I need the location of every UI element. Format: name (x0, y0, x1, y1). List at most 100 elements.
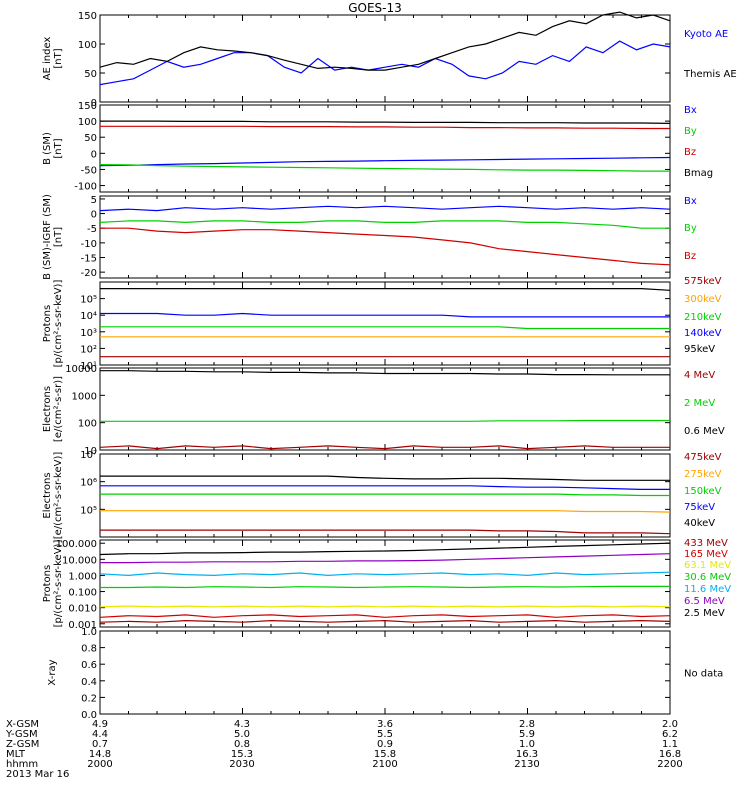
footer-label-z-gsm: Z-GSM (6, 739, 39, 750)
legend-protons2-2.5-mev: 2.5 MeV (684, 608, 725, 619)
legend-ae-themis-ae: Themis AE (683, 69, 737, 80)
ytick-label-ae: 50 (84, 69, 97, 80)
legend-bsm-bx: Bx (684, 105, 697, 116)
ytick-label-protons2: 10.000 (62, 555, 97, 566)
series-line-protons2-63.1-mev (99, 605, 671, 608)
ylabel-electrons1: [e/(cm²-s-sr)] (53, 376, 64, 442)
ytick-label-protons2: 0.010 (68, 604, 97, 615)
panel-frame-xray (99, 630, 671, 715)
legend-protons2-30.6-mev: 30.6 MeV (684, 572, 731, 583)
legend-bsm-bz: Bz (684, 147, 696, 158)
series-line-electrons1-4-mev (99, 445, 670, 450)
panel-frame-bsm (99, 104, 671, 193)
footer-value-mlt: 15.8 (374, 749, 396, 760)
footer-value-x-gsm: 2.8 (519, 719, 535, 730)
series-line-electrons2-75kev (100, 485, 670, 490)
panel-frame-electrons1 (99, 367, 671, 451)
legend-electrons2-40kev: 40keV (684, 518, 715, 529)
footer-label-y-gsm: Y-GSM (5, 729, 38, 740)
footer-value-hhmm: 2130 (514, 759, 539, 770)
footer-value-y-gsm: 5.0 (234, 729, 250, 740)
footer-value-mlt: 16.8 (659, 749, 681, 760)
ytick-label-electrons2: 10⁵ (80, 505, 97, 516)
ylabel-electrons1: Electrons (42, 386, 53, 432)
series-line-electrons2-40kev (100, 475, 670, 481)
ytick-label-ae: 100 (78, 40, 97, 51)
legend-protons2-63.1-mev: 63.1 MeV (684, 560, 731, 571)
legend-ae-kyoto-ae: Kyoto AE (684, 29, 728, 40)
footer-value-z-gsm: 0.9 (377, 739, 393, 750)
footer-date: 2013 Mar 16 (6, 769, 69, 780)
ytick-label-electrons2: 10⁶ (80, 478, 97, 489)
ytick-label-protons1: 10³ (80, 328, 97, 339)
legend-bigrf-by: By (684, 223, 697, 234)
ylabel-protons1: Protons (42, 305, 53, 342)
legend-protons2-11.6-mev: 11.6 MeV (684, 584, 731, 595)
footer-value-y-gsm: 5.9 (519, 729, 535, 740)
series-line-protons2-165-mev (99, 614, 671, 618)
ytick-label-protons2: 1.000 (68, 571, 97, 582)
ytick-label-bsm: 0 (91, 149, 97, 160)
footer-value-mlt: 14.8 (89, 749, 111, 760)
ytick-label-electrons2: 10⁷ (80, 450, 97, 461)
series-line-protons2-6.5-mev (100, 553, 671, 564)
ytick-label-bsm: -50 (81, 165, 97, 176)
footer-value-mlt: 15.3 (231, 749, 253, 760)
footer-value-z-gsm: 0.8 (234, 739, 250, 750)
series-line-bsm-bmag (100, 120, 671, 124)
ytick-label-xray: 0.8 (81, 644, 97, 655)
legend-electrons2-150kev: 150keV (684, 486, 722, 497)
series-line-electrons2-475kev (100, 529, 671, 535)
ytick-label-electrons1: 10000 (65, 364, 97, 375)
ytick-label-protons1: 10¹ (80, 361, 97, 372)
legend-electrons2-275kev: 275keV (684, 469, 722, 480)
series-line-ae-kyoto-ae (99, 40, 671, 86)
series-line-bsm-bz (100, 125, 670, 130)
ytick-label-electrons1: 1000 (72, 391, 97, 402)
series-line-protons1-140kev (100, 312, 670, 318)
ytick-label-xray: 0.0 (81, 710, 97, 721)
panel-frame-protons1 (99, 281, 671, 366)
legend-protons2-433-mev: 433 MeV (684, 538, 728, 549)
footer-value-hhmm: 2000 (87, 759, 112, 770)
footer-label-hhmm: hhmm (6, 759, 38, 770)
ylabel-protons2: [p/(cm²-s-sr-keV)] (53, 540, 64, 628)
ytick-label-bigrf: -5 (87, 224, 97, 235)
ytick-label-electrons1: 100 (78, 419, 97, 430)
footer-value-z-gsm: 0.7 (92, 739, 108, 750)
ytick-label-bigrf: -15 (81, 254, 97, 265)
series-line-protons2-11.6-mev (99, 571, 671, 577)
footer-value-x-gsm: 4.3 (234, 719, 250, 730)
legend-electrons1-4-mev: 4 MeV (684, 370, 715, 381)
ytick-label-bsm: 150 (78, 101, 97, 112)
legend-protons1-300kev: 300keV (684, 294, 722, 305)
series-line-bsm-bx (99, 156, 671, 167)
legend-protons2-6.5-mev: 6.5 MeV (684, 596, 725, 607)
ytick-label-protons1: 10² (80, 344, 97, 355)
ytick-label-xray: 0.6 (81, 660, 97, 671)
legend-bsm-bmag: Bmag (684, 168, 713, 179)
ytick-label-bigrf: -10 (81, 239, 97, 250)
ytick-label-protons1: 10⁵ (80, 295, 97, 306)
legend-protons1-210kev: 210keV (684, 312, 722, 323)
footer-value-z-gsm: 1.1 (662, 739, 678, 750)
ytick-label-xray: 1.0 (81, 627, 97, 638)
footer-value-y-gsm: 4.4 (92, 729, 108, 740)
ylabel-ae: [nT] (53, 48, 64, 68)
ylabel-bigrf: B (SM)-IGRF (SM) (42, 194, 53, 280)
legend-bigrf-bx: Bx (684, 196, 697, 207)
ylabel-electrons2: Electrons (42, 472, 53, 518)
ytick-label-protons1: 10⁴ (80, 311, 97, 322)
legend-bsm-by: By (684, 126, 697, 137)
ylabel-electrons2: [e/(cm²-s-sr-keV)] (53, 452, 64, 540)
footer-label-x-gsm: X-GSM (6, 719, 39, 730)
series-line-electrons1-0.6-mev (100, 370, 670, 376)
series-line-ae-themis-ae (99, 11, 671, 71)
series-line-bsm-by (99, 164, 670, 172)
ylabel-protons1: [p/(cm²-s-sr-keV)] (53, 280, 64, 368)
footer-value-x-gsm: 2.0 (662, 719, 678, 730)
ytick-label-ae: 150 (78, 11, 97, 22)
ylabel-protons2: Protons (42, 565, 53, 602)
footer-value-y-gsm: 6.2 (662, 729, 678, 740)
